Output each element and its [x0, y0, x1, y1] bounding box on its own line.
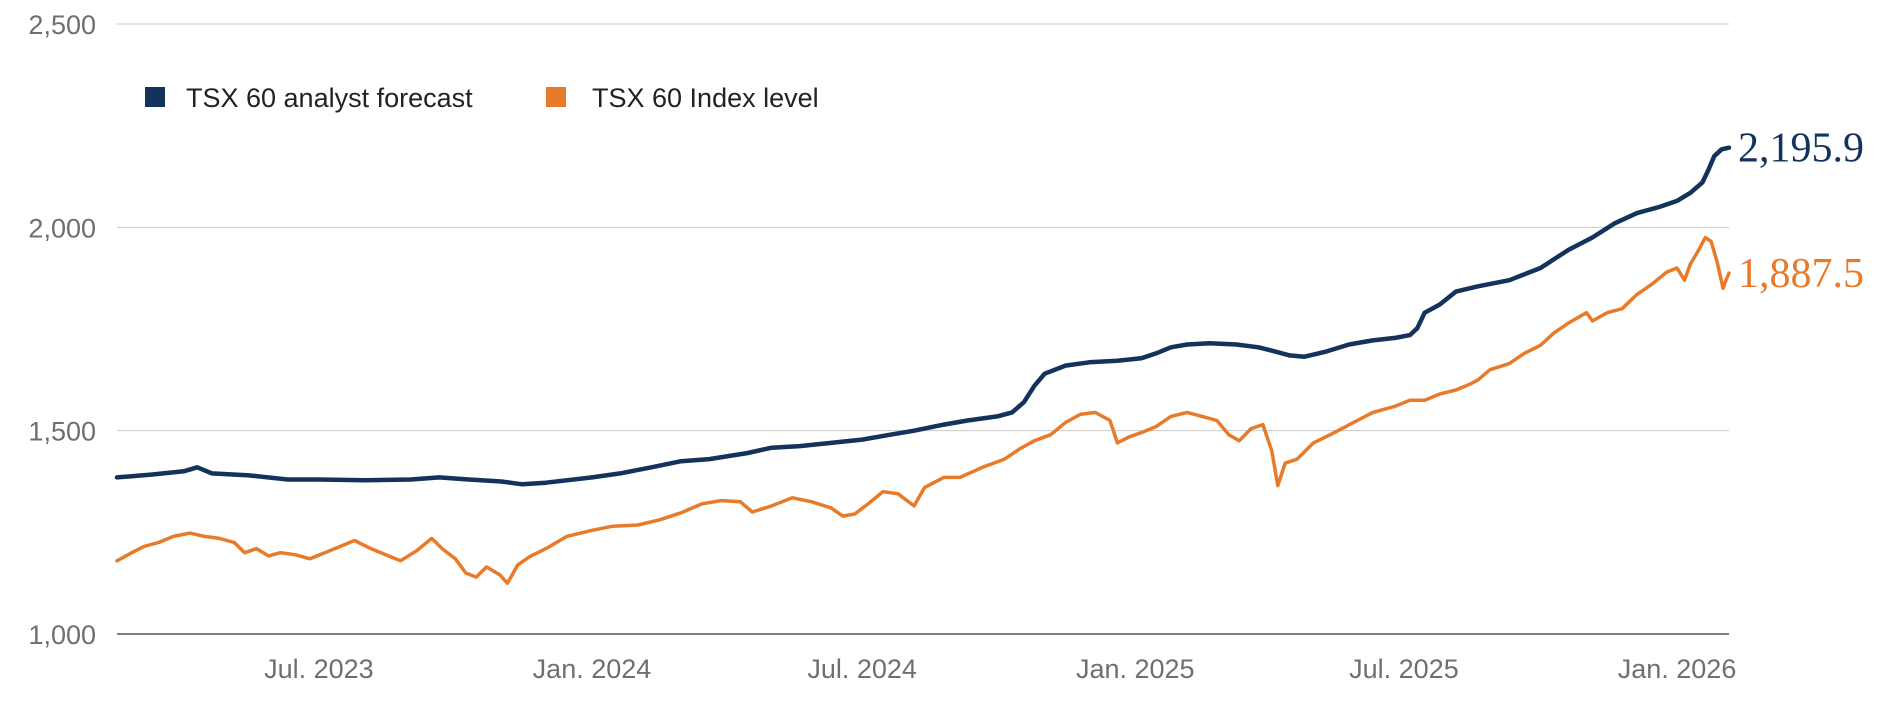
legend-swatch-forecast: [145, 87, 165, 107]
x-axis-tick-labels: Jul. 2023 Jan. 2024 Jul. 2024 Jan. 2025 Jul.…: [264, 654, 1736, 684]
x-tick-label: Jul. 2024: [807, 654, 917, 684]
gridlines: [117, 23, 1729, 635]
y-tick-label: 1,000: [28, 620, 96, 650]
x-tick-label: Jul. 2023: [264, 654, 374, 684]
legend-label-index: TSX 60 Index level: [592, 83, 819, 113]
y-tick-label: 1,500: [28, 417, 96, 447]
x-tick-label: Jan. 2026: [1618, 654, 1737, 684]
x-tick-label: Jan. 2024: [533, 654, 652, 684]
legend-swatch-index: [546, 87, 566, 107]
index-end-label: 1,887.5: [1738, 251, 1864, 297]
forecast-series-line: [114, 145, 1732, 487]
index-series-line: [115, 235, 1731, 585]
end-value-labels: 2,195.9 1,887.5: [1738, 126, 1864, 297]
y-tick-label: 2,000: [28, 213, 96, 243]
legend: TSX 60 analyst forecast TSX 60 Index lev…: [145, 83, 819, 113]
series-lines: [114, 145, 1732, 585]
legend-label-forecast: TSX 60 analyst forecast: [186, 83, 473, 113]
forecast-end-label: 2,195.9: [1738, 126, 1864, 172]
legend-item-index: TSX 60 Index level: [546, 83, 819, 113]
y-tick-label: 2,500: [28, 10, 96, 40]
legend-item-forecast: TSX 60 analyst forecast: [145, 83, 473, 113]
x-tick-label: Jan. 2025: [1076, 654, 1195, 684]
y-axis-tick-labels: 1,000 1,500 2,000 2,500: [28, 10, 96, 650]
x-tick-label: Jul. 2025: [1349, 654, 1459, 684]
